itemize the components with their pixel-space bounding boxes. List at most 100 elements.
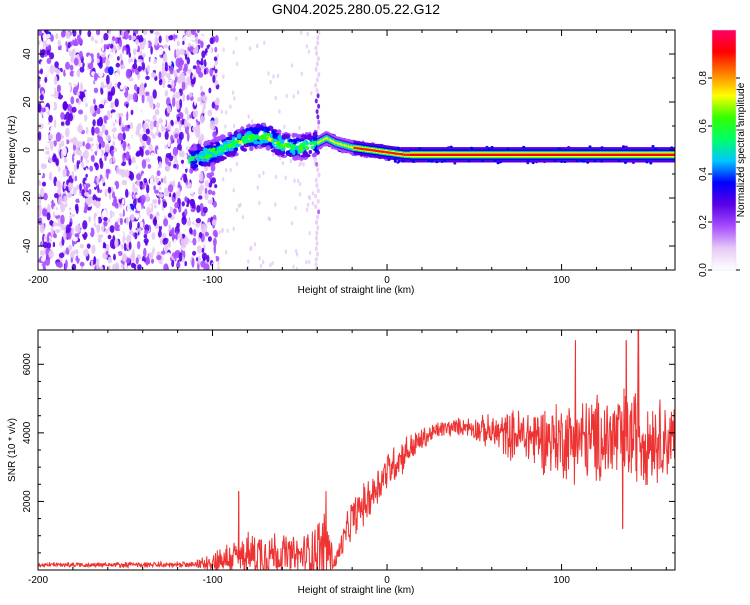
tone-speckle [487, 147, 491, 150]
tone-speckle [467, 160, 471, 163]
noise-cell [163, 176, 167, 184]
noise-cell [190, 36, 196, 41]
ridge-band [359, 147, 361, 150]
noise-cell [43, 235, 48, 240]
ridge-band [341, 143, 343, 146]
noise-cell [85, 179, 91, 185]
noise-cell [199, 171, 204, 182]
snr-ytick-label: 6000 [22, 353, 33, 376]
noise-cell [283, 124, 286, 129]
noise-cell [126, 234, 132, 244]
noise-cell [235, 161, 239, 167]
noise-cell [181, 256, 185, 263]
noise-cell [150, 72, 157, 78]
noise-cell [197, 255, 201, 265]
noise-cell [258, 256, 261, 261]
ridge-band [320, 140, 322, 143]
ridge-band [332, 140, 335, 143]
ridge-band [331, 139, 333, 142]
spike-cell [314, 177, 318, 183]
noise-cell [60, 224, 66, 231]
noise-cell [198, 195, 203, 200]
noise-cell [47, 203, 51, 214]
ridge-band [367, 148, 370, 151]
ridge-cell [198, 161, 204, 166]
noise-cell [229, 104, 232, 109]
noise-cell [183, 173, 188, 183]
noise-cell [199, 202, 204, 213]
noise-cell [70, 257, 74, 263]
noise-cell [45, 150, 51, 155]
ridge-cell [265, 145, 271, 151]
noise-cell [111, 36, 116, 42]
noise-cell [181, 118, 185, 126]
noise-cell [158, 78, 163, 86]
ridge-cell [253, 140, 260, 145]
noise-cell [186, 131, 190, 142]
noise-cell [46, 33, 51, 39]
noise-cell [133, 213, 140, 218]
ridge-cell [312, 137, 318, 142]
noise-cell [178, 150, 185, 158]
spike-cell [314, 82, 318, 88]
ridge-cell [277, 134, 282, 141]
noise-cell [53, 139, 57, 147]
ridge-cell [213, 137, 218, 142]
noise-cell [187, 104, 191, 112]
noise-cell [49, 150, 54, 158]
ridge-band [363, 148, 366, 151]
noise-cell [276, 73, 280, 79]
noise-cell [214, 80, 219, 86]
noise-cell [121, 75, 124, 82]
noise-cell [176, 222, 180, 228]
noise-cell [201, 50, 206, 59]
noise-cell [89, 165, 94, 172]
noise-cell [190, 30, 196, 35]
snr-ticks: -200 -100 0 100 2000 4000 6000 [22, 329, 675, 586]
colorbar-tick-label: 0.2 [698, 215, 709, 229]
noise-cell [311, 201, 314, 206]
tone-speckle [568, 159, 572, 163]
noise-cell [282, 30, 286, 33]
tone-speckle [600, 160, 604, 163]
noise-cell [173, 208, 177, 215]
noise-cell [153, 59, 157, 65]
noise-cell [96, 42, 102, 50]
noise-cell [298, 192, 302, 197]
noise-cell [222, 47, 225, 52]
noise-cell [298, 125, 301, 130]
noise-cell [171, 79, 175, 89]
ridge-band [318, 141, 321, 144]
tone-speckle [569, 147, 573, 150]
noise-cell [162, 53, 168, 63]
noise-cell [167, 184, 174, 193]
colorbar-gradient [712, 30, 736, 270]
spike-cell [315, 109, 319, 115]
noise-cell [178, 252, 183, 262]
noise-cell [136, 180, 140, 187]
noise-cell [62, 168, 67, 178]
noise-cell [73, 186, 77, 195]
noise-cell [63, 182, 66, 190]
noise-cell [192, 119, 197, 129]
noise-cell [135, 44, 138, 51]
ridge-cell [219, 134, 226, 140]
noise-cell [103, 220, 108, 227]
noise-cell [141, 105, 147, 114]
noise-cell [258, 200, 261, 206]
noise-cell [104, 143, 111, 153]
noise-cell [123, 242, 127, 252]
tone-speckle [427, 159, 431, 162]
noise-cell [136, 173, 142, 181]
noise-cell [189, 198, 195, 207]
noise-cell [152, 128, 157, 134]
noise-cell [57, 261, 63, 269]
tone-speckle [470, 146, 474, 150]
noise-cell [159, 238, 164, 245]
noise-cell [285, 93, 288, 99]
spike-cell [314, 204, 318, 210]
noise-cell [83, 248, 89, 257]
noise-cell [57, 222, 63, 227]
noise-cell [188, 189, 194, 195]
noise-cell [296, 178, 300, 184]
